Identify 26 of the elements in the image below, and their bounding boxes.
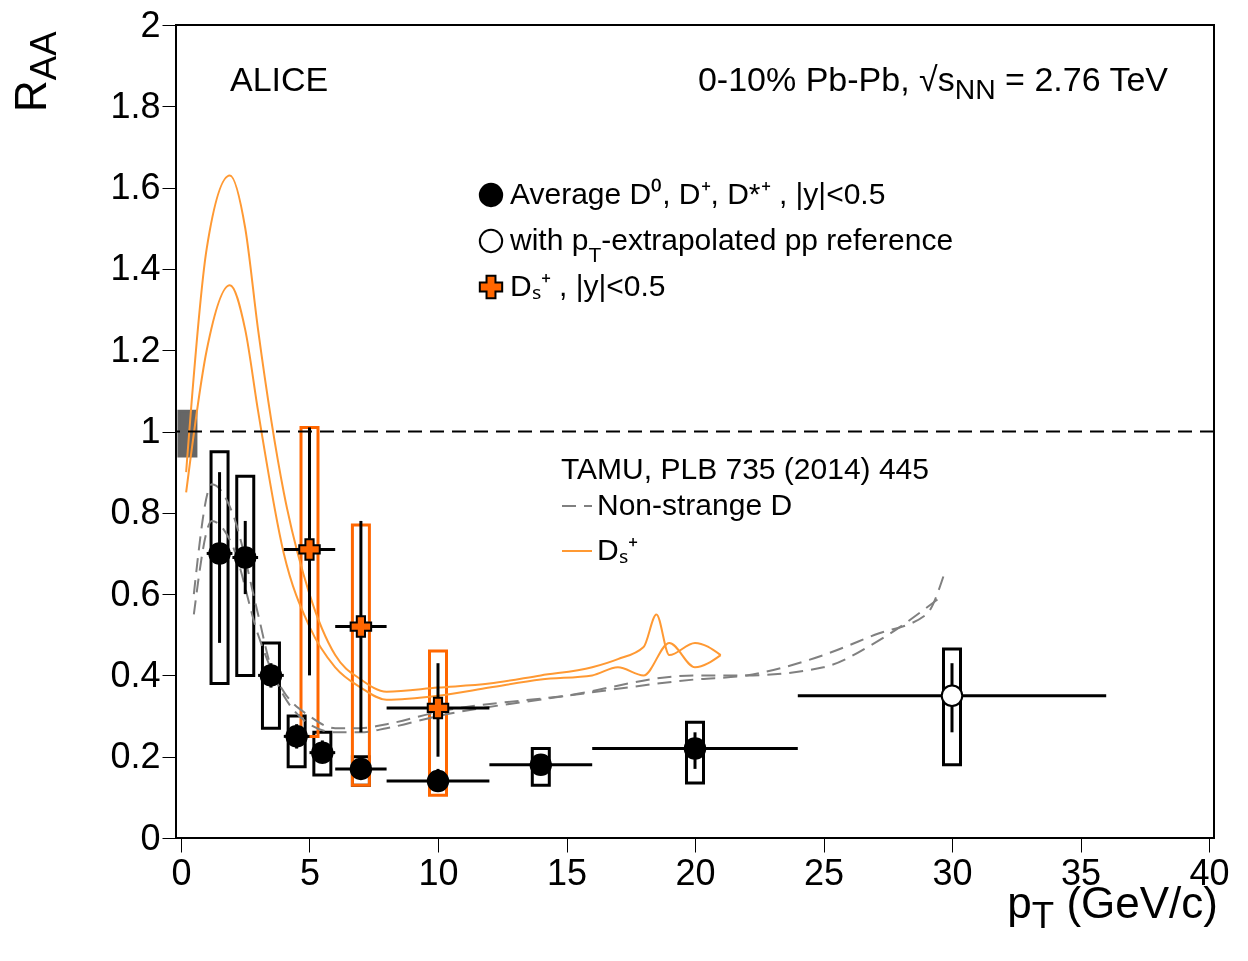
y-tick-label: 2 xyxy=(140,3,161,45)
legend-label: Dₛ⁺ , |y|<0.5 xyxy=(510,269,666,302)
legend-label: Dₛ⁺ xyxy=(597,533,638,566)
y-tick-label: 1 xyxy=(140,410,161,451)
annotation: ALICE xyxy=(230,60,329,99)
annotation: 0-10% Pb-Pb, √s$_{NN}$ = 2.76 TeV xyxy=(697,60,1168,106)
x-tick-label: 5 xyxy=(299,851,321,893)
y-tick-label: 1.6 xyxy=(110,166,161,208)
x-tick-label: 0 xyxy=(171,851,192,893)
x-tick-label: 25 xyxy=(803,851,845,893)
y-tick-label: 0.4 xyxy=(110,653,161,695)
y-tick-label: 0 xyxy=(140,816,161,858)
x-tick-label: 30 xyxy=(932,851,973,893)
legend-title: TAMU, PLB 735 (2014) 445 xyxy=(561,452,929,485)
y-tick-label: 1.4 xyxy=(110,247,161,289)
legend-label: Non-strange D xyxy=(597,488,793,521)
y-tick-label: 0.2 xyxy=(110,735,161,777)
y-tick-label: 1.8 xyxy=(110,84,161,126)
x-tick-label: 20 xyxy=(675,851,716,893)
x-tick-label: 15 xyxy=(546,851,588,893)
x-tick-label: 10 xyxy=(418,851,459,893)
legend-label: with p$_{T}$-extrapolated pp reference xyxy=(509,223,954,266)
y-tick-label: 0.6 xyxy=(110,572,161,614)
y-tick-label: 0.8 xyxy=(110,491,161,533)
y-tick-label: 1.2 xyxy=(110,328,161,370)
legend-label: Average D⁰, D⁺, D*⁺ , |y|<0.5 xyxy=(510,177,886,210)
